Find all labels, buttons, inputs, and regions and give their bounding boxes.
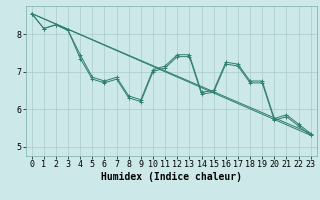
X-axis label: Humidex (Indice chaleur): Humidex (Indice chaleur): [101, 172, 242, 182]
